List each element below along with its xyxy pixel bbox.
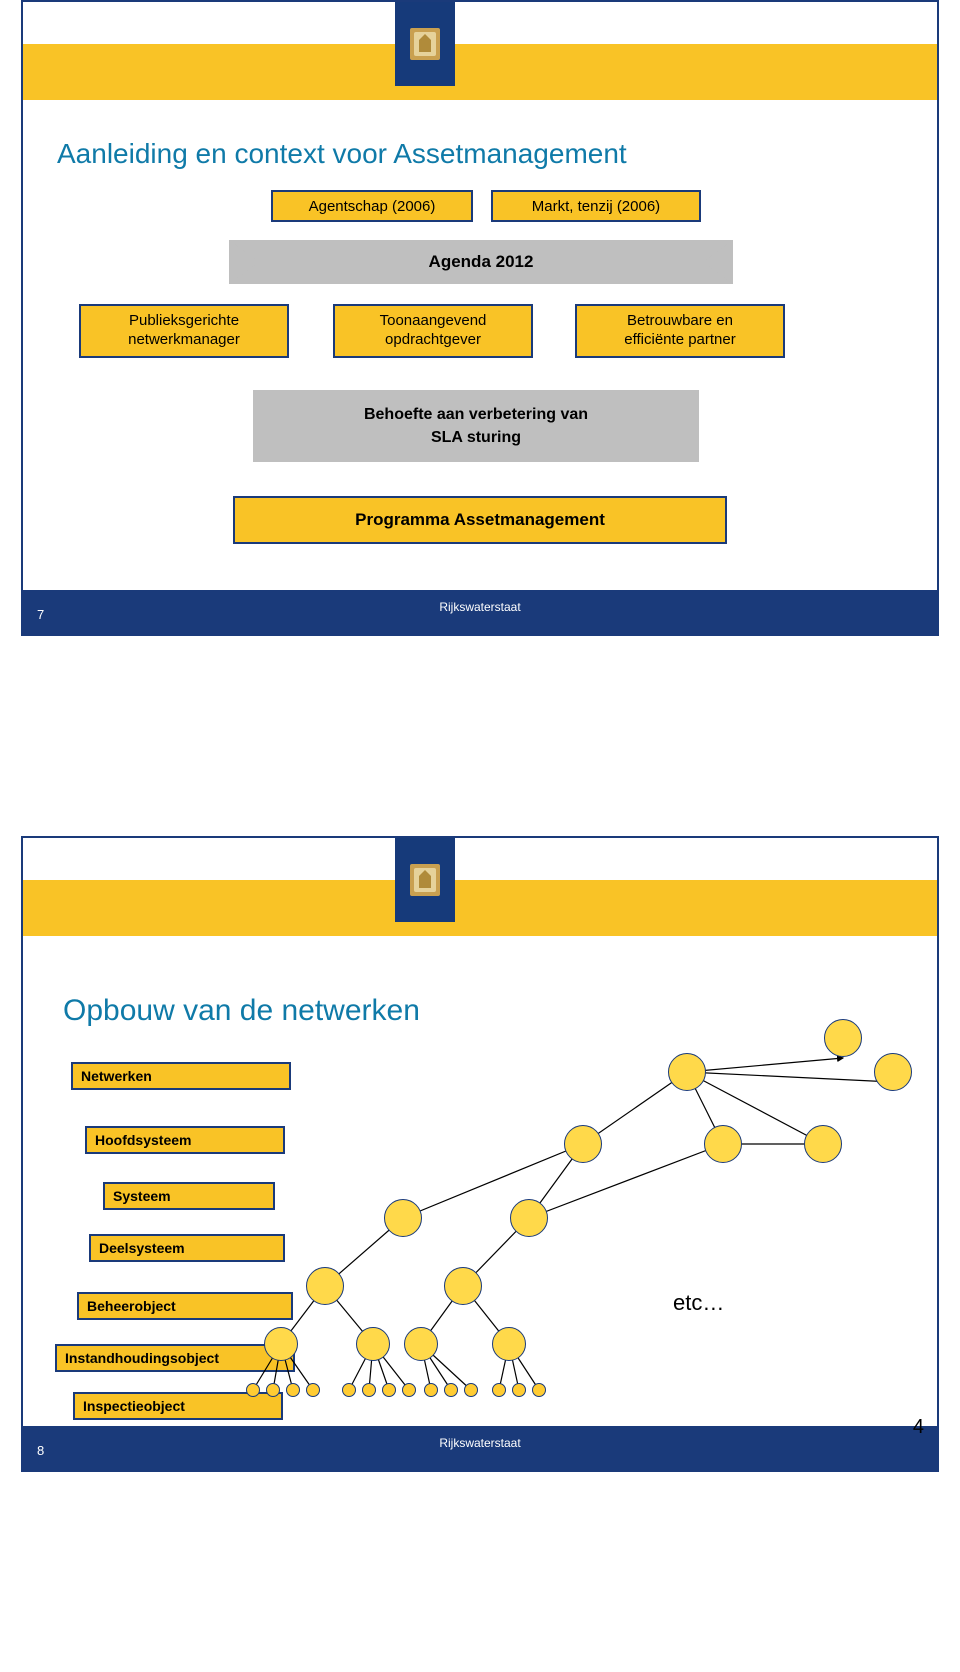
tree-node (492, 1383, 506, 1397)
box-agentschap: Agentschap (2006) (271, 190, 473, 222)
tree-node (492, 1327, 526, 1361)
label-netwerken: Netwerken (71, 1062, 291, 1090)
l2: netwerkmanager (128, 331, 240, 350)
banner-text: Agenda 2012 (429, 252, 534, 272)
tree-node (402, 1383, 416, 1397)
tree-node (264, 1327, 298, 1361)
bl2: SLA sturing (364, 426, 588, 449)
page-number: 4 (913, 1416, 924, 1439)
tree-node (824, 1019, 862, 1057)
box-toonaangevend: Toonaangevend opdrachtgever (333, 304, 533, 358)
tree-node (286, 1383, 300, 1397)
footer-slide-number: 7 (37, 607, 44, 622)
l1: Betrouwbare en (627, 312, 733, 331)
label-systeem: Systeem (103, 1182, 275, 1210)
tree-node (356, 1327, 390, 1361)
tree-node (266, 1383, 280, 1397)
tree-node (512, 1383, 526, 1397)
tree-node (362, 1383, 376, 1397)
box-text: Agentschap (2006) (309, 198, 436, 215)
l1: Toonaangevend (380, 312, 487, 331)
tree-node (306, 1267, 344, 1305)
tree-node (444, 1383, 458, 1397)
box-markt: Markt, tenzij (2006) (491, 190, 701, 222)
gov-logo (395, 838, 455, 922)
l2: efficiënte partner (624, 331, 735, 350)
slide-8: Opbouw van de netwerken Netwerken Hoofds… (21, 836, 939, 1472)
tree-node (464, 1383, 478, 1397)
footer-band: 8 Rijkswaterstaat (23, 1426, 937, 1470)
footer-org: Rijkswaterstaat (439, 600, 520, 614)
footer-slide-number: 8 (37, 1443, 44, 1458)
box-publieks: Publieksgerichte netwerkmanager (79, 304, 289, 358)
banner-agenda: Agenda 2012 (229, 240, 733, 284)
gov-logo (395, 2, 455, 86)
tree-node (804, 1125, 842, 1163)
label-instandhouding: Instandhoudingsobject (55, 1344, 295, 1372)
box-text: Markt, tenzij (2006) (532, 198, 660, 215)
tree-node (342, 1383, 356, 1397)
label-beheerobject: Beheerobject (77, 1292, 293, 1320)
tree-node (704, 1125, 742, 1163)
slide-title: Aanleiding en context voor Assetmanageme… (57, 138, 627, 170)
tree-node (564, 1125, 602, 1163)
tree-node (510, 1199, 548, 1237)
tree-node (424, 1383, 438, 1397)
tree-node (532, 1383, 546, 1397)
box-programma: Programma Assetmanagement (233, 496, 727, 544)
tree-node (382, 1383, 396, 1397)
label-deelsysteem: Deelsysteem (89, 1234, 285, 1262)
top-band (23, 44, 937, 100)
label-hoofdsysteem: Hoofdsysteem (85, 1126, 285, 1154)
box-betrouwbare: Betrouwbare en efficiënte partner (575, 304, 785, 358)
tree-node (306, 1383, 320, 1397)
tree-node (404, 1327, 438, 1361)
slide-title: Opbouw van de netwerken (63, 994, 420, 1028)
footer-org: Rijkswaterstaat (439, 1436, 520, 1450)
tree-node (384, 1199, 422, 1237)
etc-text: etc… (673, 1290, 724, 1316)
top-band (23, 880, 937, 936)
box-text: Programma Assetmanagement (355, 510, 605, 530)
tree-node (444, 1267, 482, 1305)
tree-node (668, 1053, 706, 1091)
l1: Publieksgerichte (129, 312, 239, 331)
bl1: Behoefte aan verbetering van (364, 403, 588, 426)
banner-behoefte: Behoefte aan verbetering van SLA sturing (253, 390, 699, 462)
l2: opdrachtgever (385, 331, 481, 350)
tree-node (874, 1053, 912, 1091)
footer-band: 7 Rijkswaterstaat (23, 590, 937, 634)
slide-7: Aanleiding en context voor Assetmanageme… (21, 0, 939, 636)
tree-node (246, 1383, 260, 1397)
